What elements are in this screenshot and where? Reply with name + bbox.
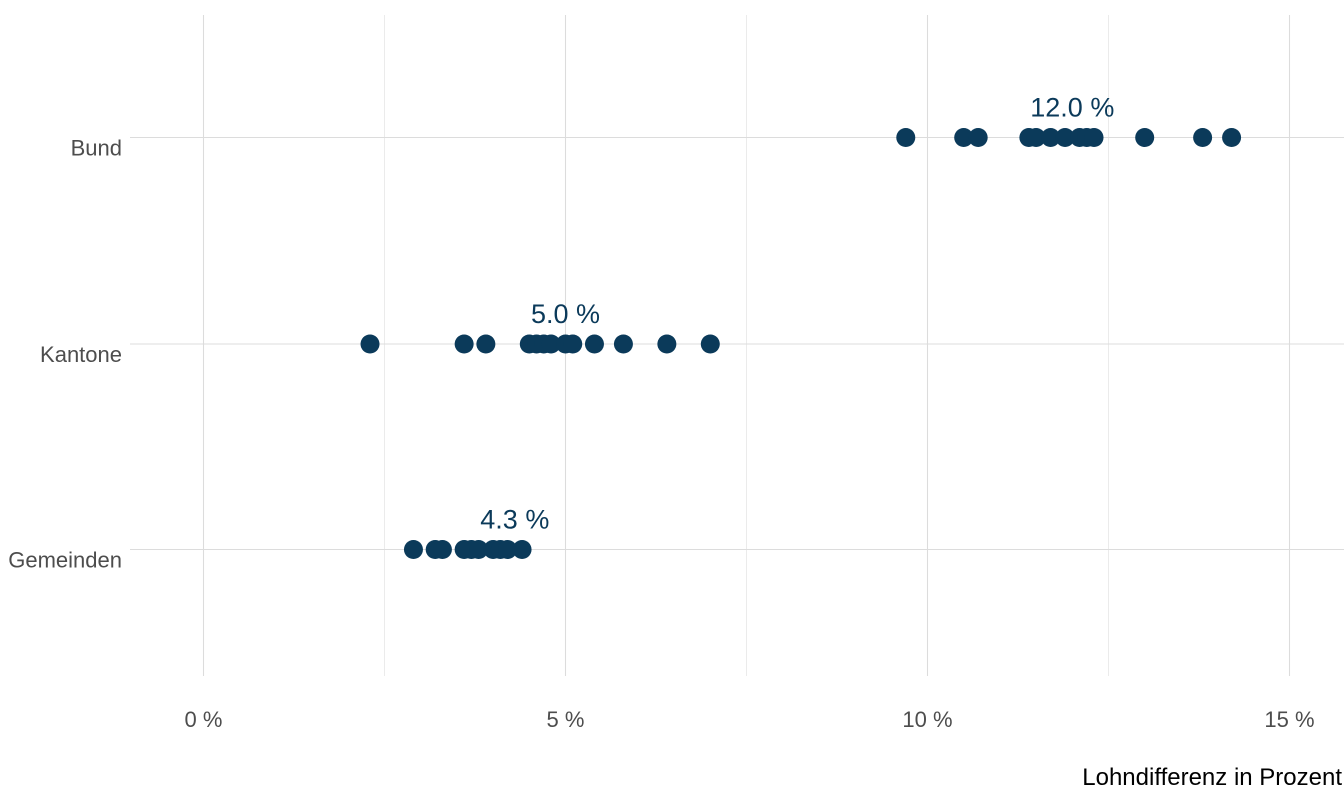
data-point bbox=[613, 334, 633, 354]
data-point bbox=[432, 540, 452, 559]
category-label: Kantone bbox=[40, 342, 122, 367]
data-point bbox=[657, 334, 677, 354]
data-point bbox=[584, 334, 604, 354]
data-point bbox=[360, 334, 380, 354]
minor-gridlines bbox=[384, 15, 1109, 676]
mean-value-label: 5.0 % bbox=[531, 299, 600, 329]
data-point bbox=[512, 540, 532, 559]
data-point bbox=[1222, 128, 1242, 147]
data-point bbox=[1055, 128, 1075, 147]
data-point bbox=[1041, 128, 1061, 147]
x-axis-tick-labels: 0 % 5 % 10 % 15 % bbox=[185, 707, 1315, 732]
mean-labels: 12.0 % 5.0 % 4.3 % bbox=[480, 93, 1114, 535]
data-points bbox=[360, 128, 1242, 559]
mean-value-label: 12.0 % bbox=[1030, 93, 1114, 123]
x-axis-title: Lohndifferenz in Prozent bbox=[1082, 764, 1342, 791]
category-label: Bund bbox=[71, 136, 122, 161]
data-point bbox=[896, 128, 916, 147]
x-tick-label: 15 % bbox=[1264, 707, 1314, 732]
x-tick-label: 0 % bbox=[185, 707, 223, 732]
data-point bbox=[403, 540, 423, 559]
data-point bbox=[498, 540, 518, 559]
data-point bbox=[954, 128, 974, 147]
y-axis-category-labels: Bund Kantone Gemeinden bbox=[8, 136, 122, 573]
data-point bbox=[469, 540, 489, 559]
x-tick-label: 10 % bbox=[902, 707, 952, 732]
data-point bbox=[563, 334, 583, 354]
data-point bbox=[454, 334, 474, 354]
data-point bbox=[1135, 128, 1155, 147]
data-point bbox=[476, 334, 496, 354]
x-tick-label: 5 % bbox=[547, 707, 585, 732]
data-point bbox=[1026, 128, 1046, 147]
mean-value-label: 4.3 % bbox=[480, 505, 549, 535]
data-point bbox=[1084, 128, 1104, 147]
data-point bbox=[541, 334, 561, 354]
data-point bbox=[968, 128, 988, 147]
major-gridlines bbox=[130, 15, 1344, 676]
category-label: Gemeinden bbox=[8, 548, 122, 573]
data-point bbox=[700, 334, 720, 354]
data-point bbox=[1193, 128, 1213, 147]
